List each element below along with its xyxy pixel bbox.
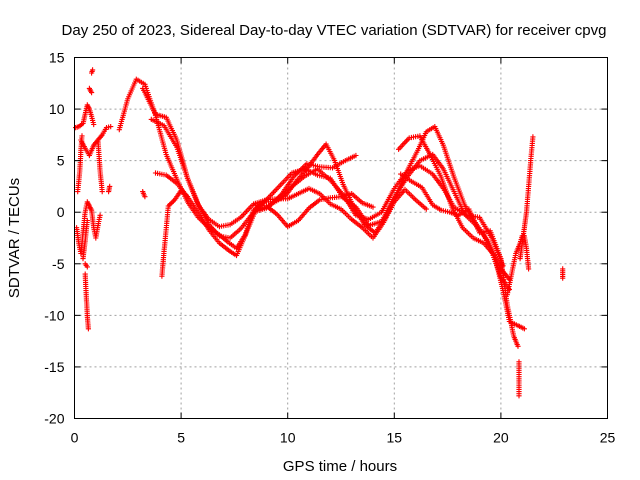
data-point	[84, 217, 90, 224]
x-tick-label: 20	[493, 430, 509, 446]
y-tick-label: 0	[57, 204, 65, 220]
data-point	[353, 152, 359, 159]
series-track-11	[517, 134, 536, 262]
x-axis-label: GPS time / hours	[283, 458, 397, 475]
data-point	[560, 266, 566, 272]
series-track-15	[78, 124, 114, 159]
data-point	[526, 266, 532, 272]
data-point	[85, 326, 91, 332]
data-point	[99, 189, 105, 195]
data-point	[184, 194, 191, 200]
x-tick-label: 0	[71, 430, 79, 446]
series-track-20	[86, 85, 95, 96]
data-point	[108, 124, 114, 130]
data-point	[97, 212, 103, 218]
series-track-10	[504, 233, 532, 298]
y-tick-label: -10	[44, 307, 64, 323]
y-tick-label: 15	[49, 50, 65, 66]
x-tick-label: 5	[177, 430, 185, 446]
series-track-16	[74, 199, 103, 257]
data-point	[79, 133, 85, 139]
data-point	[423, 206, 429, 212]
data-point	[530, 134, 536, 140]
x-tick-label: 25	[600, 430, 616, 446]
data-points	[73, 67, 566, 399]
series-track-19	[75, 133, 85, 195]
series-track-14	[73, 102, 97, 131]
series-track-25	[82, 261, 90, 270]
data-point	[370, 204, 376, 210]
y-tick-label: -15	[44, 359, 64, 375]
series-track-3	[148, 116, 506, 269]
y-tick-label: 5	[57, 153, 65, 169]
series-track-24	[140, 189, 148, 200]
data-point	[91, 121, 97, 128]
y-tick-label: 10	[49, 101, 65, 117]
series-track-18	[80, 217, 90, 262]
series-track-17	[82, 271, 91, 332]
series-track-8	[253, 191, 376, 230]
plot-frame	[74, 57, 608, 419]
y-axis-label: SDTVAR / TECUs	[6, 178, 23, 298]
y-tick-label: -20	[44, 411, 64, 427]
series-track-22	[95, 137, 105, 195]
x-tick-label: 10	[280, 430, 296, 446]
data-point	[142, 194, 148, 200]
data-point	[515, 343, 521, 349]
x-tick-label: 15	[387, 430, 403, 446]
grid-lines	[74, 57, 608, 419]
series-track-13	[516, 359, 522, 399]
series-track-23	[106, 183, 113, 195]
series-track-21	[89, 67, 96, 76]
axis-ticks: 0 5 10 15 20 25 -20 -15 -10 -5 0 5 10 15	[44, 50, 615, 446]
data-point	[84, 264, 90, 270]
y-tick-label: -5	[52, 256, 65, 272]
series-track-9	[398, 171, 521, 349]
data-point	[89, 90, 95, 96]
data-point	[516, 393, 522, 399]
data-point	[107, 183, 113, 189]
chart-title: Day 250 of 2023, Sidereal Day-to-day VTE…	[62, 22, 607, 39]
data-point	[90, 67, 96, 73]
data-point	[521, 326, 527, 332]
series-track-12	[560, 266, 566, 281]
series-track-7	[159, 188, 191, 279]
